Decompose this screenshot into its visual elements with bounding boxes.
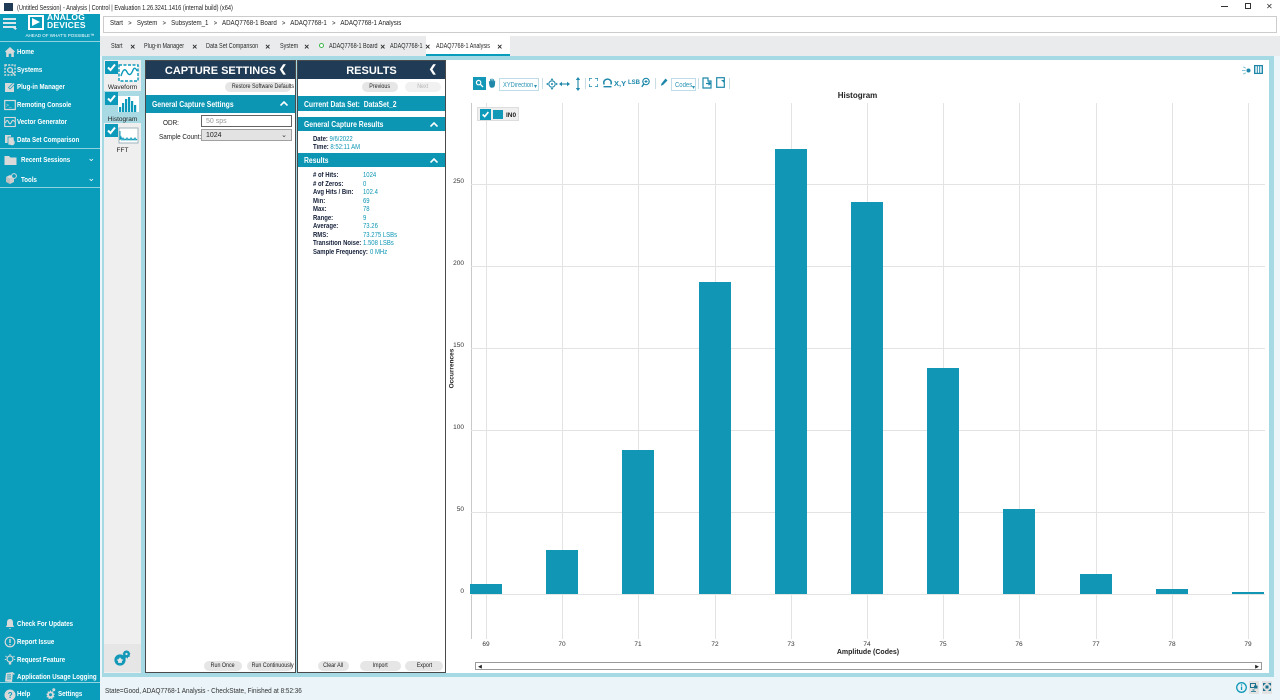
svg-text:?: ? xyxy=(8,691,13,700)
svg-text:>_: >_ xyxy=(6,103,12,109)
